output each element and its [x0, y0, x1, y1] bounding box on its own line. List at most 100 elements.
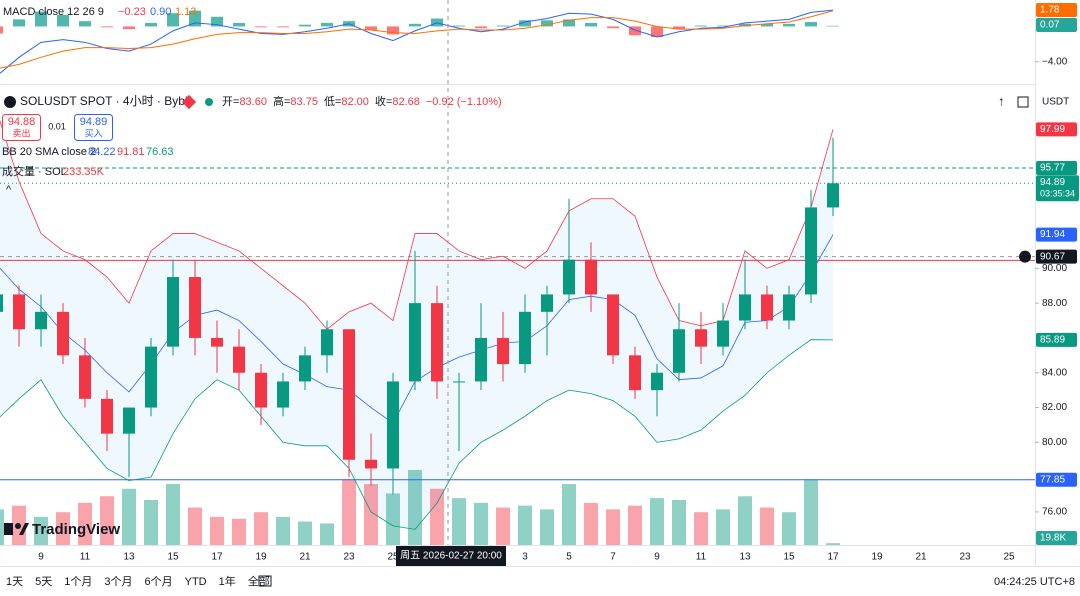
macd-histogram [255, 26, 267, 27]
range-button[interactable]: 1天 [6, 576, 23, 588]
x-tick-label: 17 [827, 552, 839, 563]
collapse-icon[interactable]: ^ [6, 184, 12, 196]
volume-legend-value: 233.35K [63, 166, 105, 178]
price-label-text: 95.77 [1040, 163, 1065, 174]
candle-body [761, 294, 773, 320]
macd-histogram [321, 23, 333, 27]
volume-bar [188, 508, 202, 546]
price-label-text: 97.99 [1040, 124, 1065, 135]
price-label-text: 91.94 [1040, 229, 1065, 240]
candle-body [629, 355, 641, 390]
macd-histogram [497, 26, 509, 27]
candle-body [79, 355, 91, 399]
volume-bar [210, 517, 224, 545]
candle-body [695, 329, 707, 346]
x-tick-label: 11 [696, 552, 707, 563]
macd-histogram [827, 26, 839, 27]
sell-price: 94.88 [8, 116, 36, 128]
range-button[interactable]: 1个月 [64, 575, 92, 588]
x-tick-label: 3 [522, 552, 528, 563]
y-tick-label: 76.00 [1042, 507, 1067, 518]
volume-bar [672, 500, 686, 545]
macd-histogram [101, 26, 113, 27]
time-tooltip-text: 周五 2026-02-27 20:00 [400, 550, 502, 562]
volume-bar [760, 508, 774, 546]
candle-body [0, 294, 3, 311]
candle-body [321, 329, 333, 355]
macd-legend-value: 1.13 [175, 6, 196, 18]
volume-bar [606, 509, 620, 545]
y-tick-label: 84.00 [1042, 367, 1067, 378]
x-tick-label: 15 [167, 552, 179, 563]
symbol-title[interactable]: SOLUSDT SPOT · 4小时 · Bybit [20, 94, 192, 108]
volume-bar [540, 509, 554, 545]
candle-body [497, 338, 509, 364]
candle-body [299, 355, 311, 381]
macd-label-text: 0.07 [1040, 20, 1060, 31]
y-tick-label: 88.00 [1042, 298, 1067, 309]
x-tick-label: 11 [80, 552, 91, 563]
candle-body [453, 381, 465, 382]
bb-legend[interactable]: BB 20 SMA close 2 [2, 146, 96, 158]
bb-legend-value: 84.22 [88, 146, 116, 158]
candle-body [607, 294, 619, 355]
logo-icon [4, 523, 13, 535]
macd-histogram [453, 26, 465, 27]
ohlc-value: 82.68 [392, 96, 420, 108]
volume-bar [276, 517, 290, 545]
candle-body [739, 294, 751, 320]
range-button[interactable]: 1年 [219, 574, 236, 588]
volume-bar [826, 543, 840, 545]
candle-body [717, 321, 729, 347]
candle-body [57, 312, 69, 356]
clock[interactable]: 04:24:25 UTC+8 [994, 576, 1075, 588]
candle-body [431, 303, 443, 381]
candle-body [211, 338, 223, 347]
macd-histogram [13, 19, 25, 26]
candle-body [519, 312, 531, 364]
volume-bar [452, 498, 466, 545]
logo-icon [15, 523, 21, 529]
macd-histogram [123, 26, 135, 29]
x-tick-label: 15 [783, 552, 795, 563]
candle-body [409, 303, 421, 381]
range-button[interactable]: 6个月 [145, 575, 173, 588]
macd-legend-value: 0.90 [150, 6, 171, 18]
crosshair-label-text: 90.67 [1040, 251, 1065, 262]
macd-histogram [145, 23, 157, 27]
candle-body [167, 277, 179, 347]
y-tick-label: 80.00 [1042, 437, 1067, 448]
countdown: 03:35:34 [1040, 189, 1075, 199]
macd-legend: MACD close 12 26 9 [3, 6, 104, 18]
candle-body [585, 260, 597, 295]
x-tick-label: 21 [915, 552, 927, 563]
ohlc-value: 82.00 [341, 96, 369, 108]
volume-bar [298, 522, 312, 545]
x-tick-label: 17 [211, 552, 223, 563]
currency[interactable]: USDT [1042, 97, 1069, 108]
candle-body [387, 381, 399, 468]
macd-histogram [0, 26, 3, 33]
range-button[interactable]: YTD [185, 576, 207, 588]
x-tick-label: 13 [739, 552, 751, 563]
candle-body [783, 294, 795, 320]
macd-histogram [805, 22, 817, 26]
x-tick-label: 19 [871, 552, 883, 563]
x-tick-label: 25 [1003, 552, 1015, 563]
volume-bar [144, 500, 158, 545]
volume-bar [122, 489, 136, 545]
bb-legend-value: 76.63 [146, 146, 174, 158]
symbol-icon [4, 96, 16, 108]
volume-legend[interactable]: 成交量 · SOL [2, 164, 67, 178]
last-price: 94.89 [1040, 177, 1065, 188]
candle-body [101, 399, 113, 434]
range-button[interactable]: 3个月 [104, 575, 132, 588]
price-label-text: 77.85 [1040, 474, 1065, 485]
macd-histogram [475, 26, 487, 28]
up-arrow-icon[interactable]: ↑ [998, 93, 1005, 108]
range-button[interactable]: 5天 [35, 576, 52, 588]
volume-label-text: 19.8K [1040, 533, 1066, 544]
candle-body [827, 183, 839, 207]
